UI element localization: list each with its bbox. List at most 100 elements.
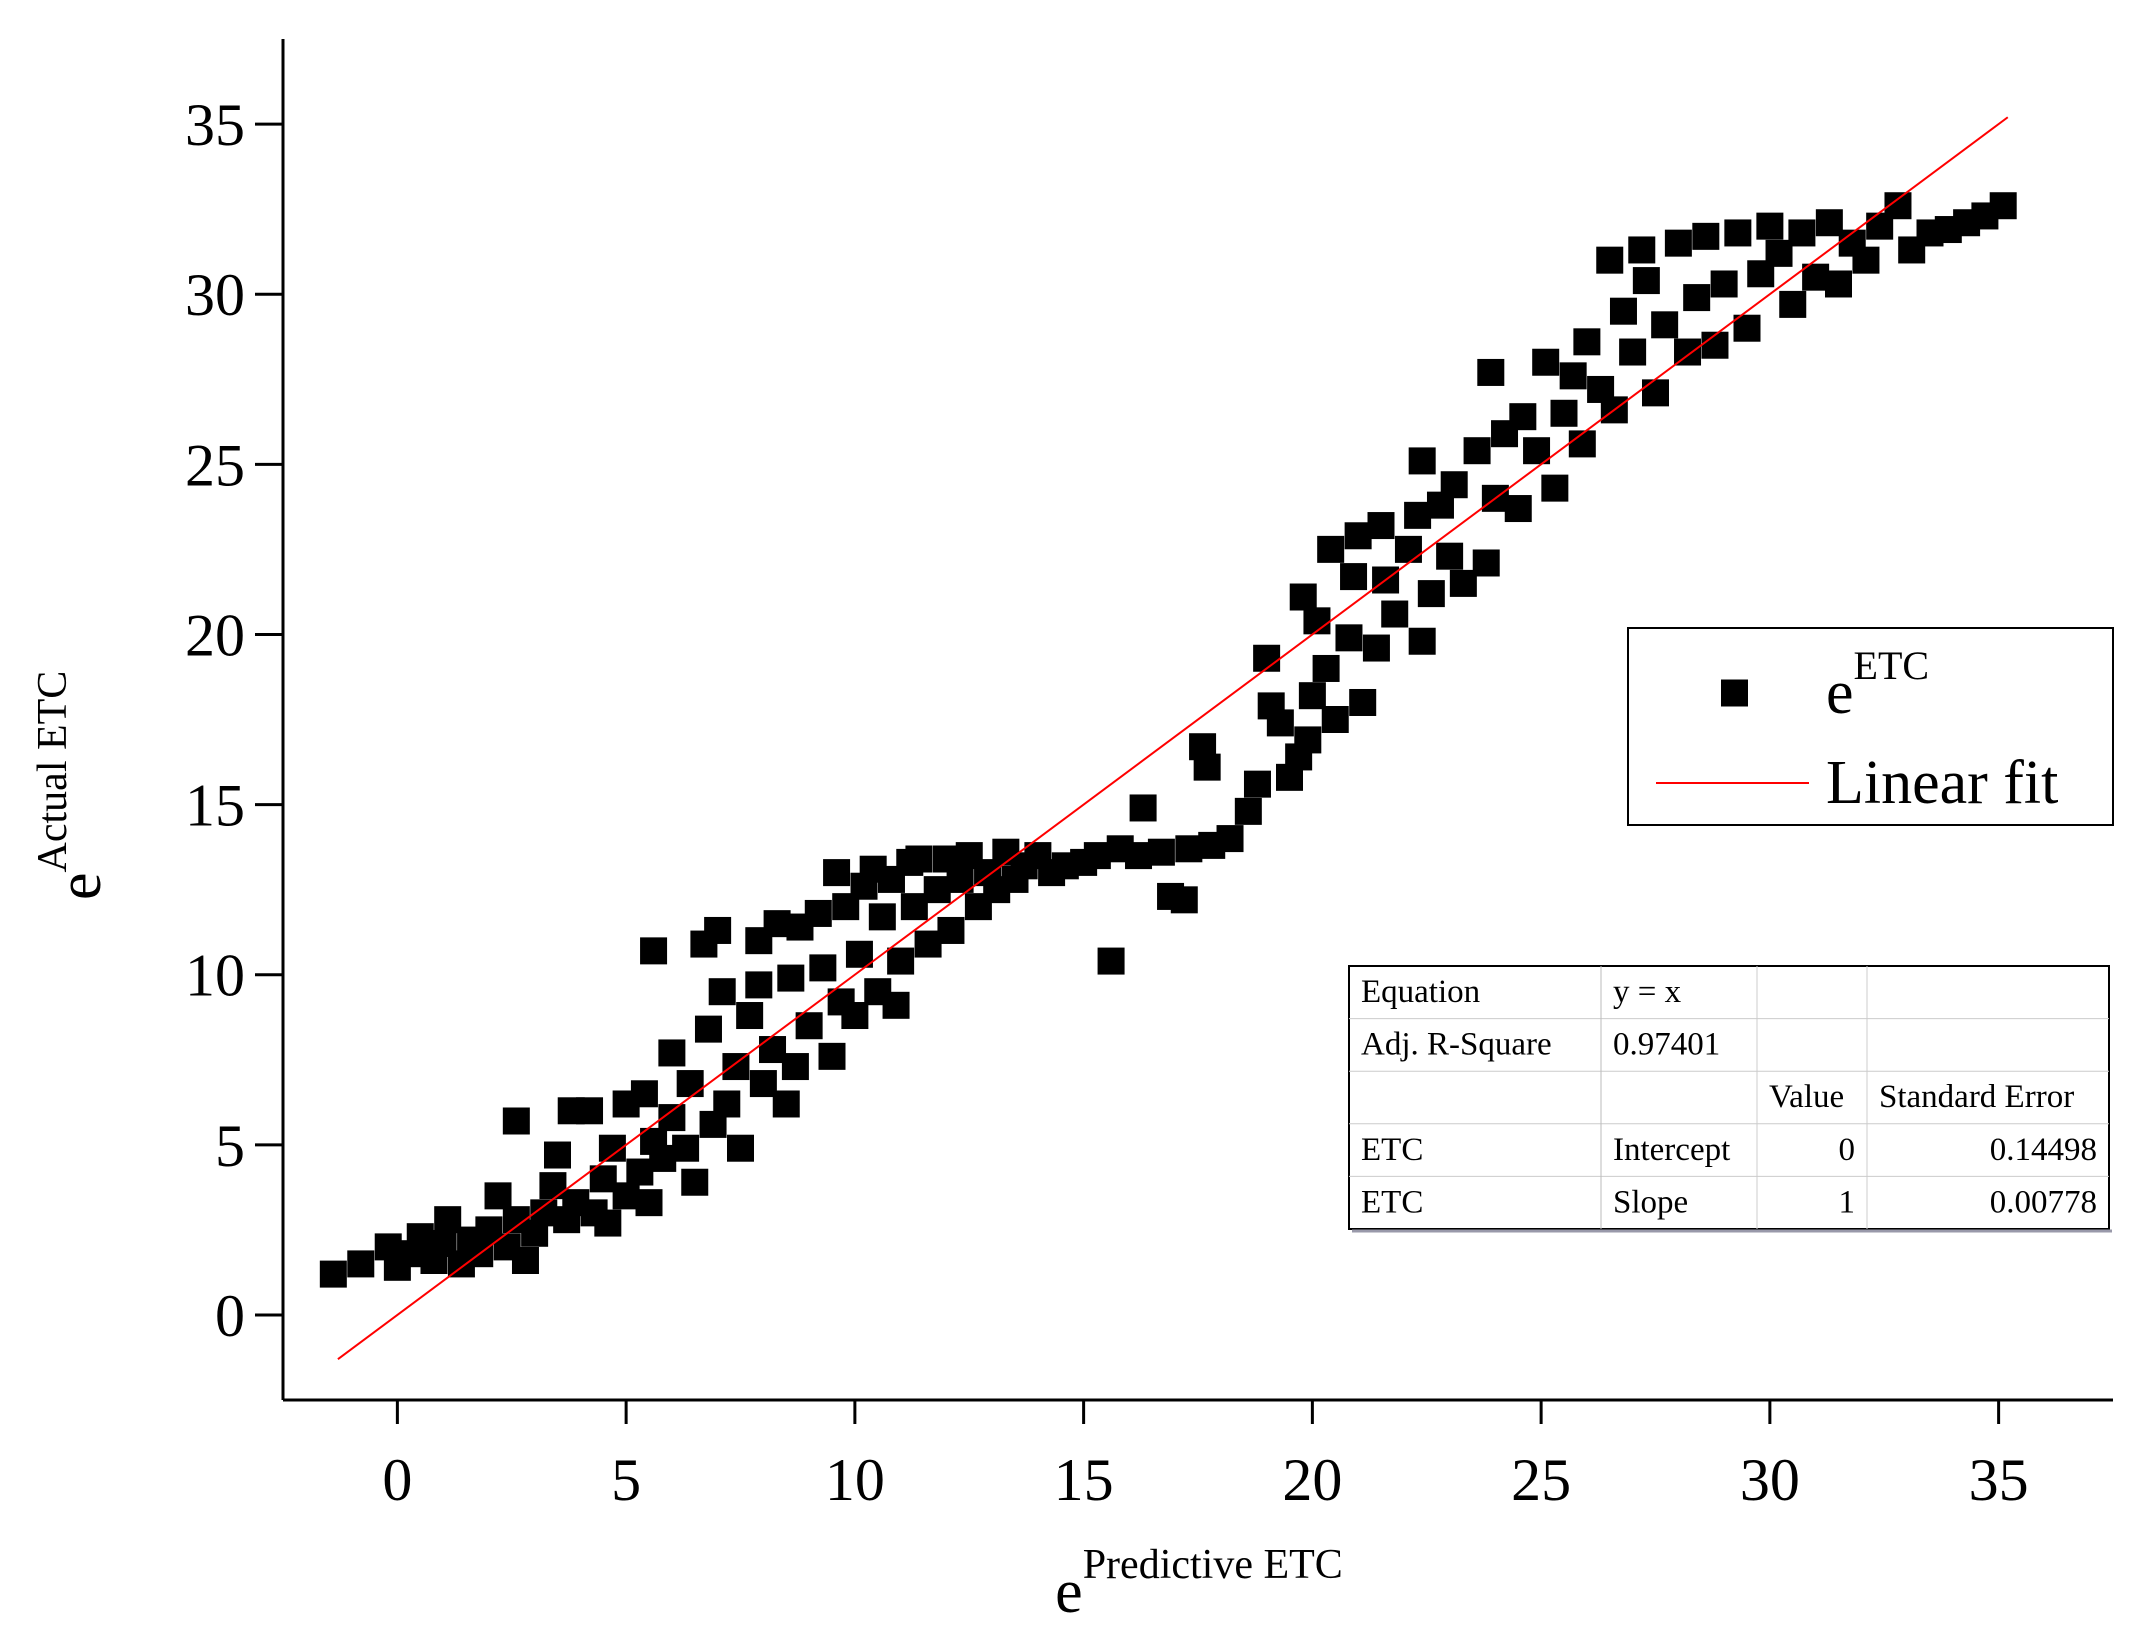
scatter-point (1642, 379, 1669, 407)
scatter-point (626, 1158, 654, 1186)
scatter-point (1733, 314, 1761, 342)
scatter-point (1367, 512, 1395, 540)
scatter-point (923, 876, 951, 904)
scatter-point (1243, 770, 1271, 798)
scatter-point (841, 1002, 869, 1030)
scatter-point (1216, 825, 1244, 853)
scatter-point (1083, 842, 1111, 870)
scatter-point (1532, 348, 1560, 376)
x-tick-label: 30 (1740, 1447, 1800, 1513)
legend-label-base: e (1826, 659, 1854, 727)
scatter-point (630, 1080, 658, 1108)
scatter-point (1404, 501, 1432, 529)
fit-line (337, 116, 2009, 1360)
table-cell: Equation (1361, 974, 1480, 1010)
y-tick-label: 20 (185, 602, 245, 668)
x-axis-title-base: e (1055, 1558, 1083, 1626)
scatter-point (823, 859, 851, 887)
x-axis-title-sup: Predictive ETC (1083, 1542, 1343, 1588)
scatter-point (708, 978, 736, 1006)
scatter-point (1408, 447, 1436, 475)
table-cell: Intercept (1613, 1132, 1730, 1168)
scatter-point (640, 937, 668, 965)
table-cell: Adj. R-Square (1361, 1027, 1552, 1063)
scatter-point (777, 964, 805, 992)
table-cell: 1 (1839, 1184, 1856, 1220)
scatter-point (1756, 212, 1784, 240)
scatter-point (818, 1042, 846, 1070)
scatter-point (1344, 522, 1372, 550)
scatter-point (1619, 338, 1647, 366)
scatter-point (1573, 328, 1601, 356)
scatter-point (1349, 688, 1377, 716)
scatter-point (1193, 753, 1221, 781)
y-axis-title-base: e (46, 872, 114, 900)
scatter-point (1298, 682, 1326, 710)
scatter-point (1683, 284, 1711, 312)
table-cell: 0.00778 (1990, 1184, 2097, 1220)
table-cell: y = x (1613, 974, 1682, 1010)
scatter-point (1664, 229, 1692, 257)
scatter-point (759, 1036, 787, 1064)
scatter-point (1321, 706, 1349, 733)
scatter-point (694, 1015, 722, 1043)
scatter-point (804, 899, 832, 927)
scatter-point (406, 1223, 434, 1251)
scatter-point (347, 1250, 375, 1278)
scatter-point (1449, 569, 1477, 597)
scatter-point (1381, 600, 1409, 628)
scatter-point (681, 1168, 709, 1196)
scatter-point (1312, 654, 1340, 682)
scatter-point (1463, 437, 1491, 465)
scatter-point (502, 1107, 530, 1135)
scatter-point (649, 1144, 677, 1172)
y-tick-label: 0 (215, 1283, 245, 1349)
x-tick-label: 10 (825, 1447, 885, 1513)
scatter-point (1609, 297, 1637, 325)
scatter-point (1340, 563, 1368, 591)
scatter-point (1550, 399, 1578, 427)
scatter-point (1724, 219, 1752, 247)
scatter-point (1097, 947, 1125, 975)
scatter-point (809, 954, 837, 982)
table-cell: ETC (1361, 1184, 1423, 1220)
legend-box (1627, 627, 2114, 826)
table-cell: Standard Error (1879, 1079, 2074, 1115)
x-tick-label: 5 (611, 1447, 641, 1513)
legend-label: eETC (1826, 643, 1929, 727)
scatter-point (745, 971, 773, 999)
y-tick-label: 25 (185, 432, 245, 498)
scatter-point (1559, 362, 1587, 390)
y-axis-title-sup: Actual ETC (30, 671, 76, 873)
scatter-point (795, 1012, 823, 1040)
scatter-point (1825, 270, 1852, 298)
scatter-point (589, 1165, 617, 1193)
scatter-point (704, 916, 732, 944)
legend-label-sup: ETC (1854, 643, 1930, 688)
scatter-point (658, 1039, 686, 1067)
x-tick-label: 0 (382, 1447, 412, 1513)
scatter-point (905, 845, 933, 873)
scatter-point (1362, 634, 1390, 662)
scatter-point (576, 1097, 604, 1125)
scatter-point (1477, 358, 1505, 386)
y-axis-title-text: eActual ETC (30, 671, 114, 900)
table-cell: 0.14498 (1990, 1132, 2097, 1168)
scatter-point (434, 1206, 462, 1234)
scatter-point (1394, 535, 1422, 563)
scatter-point (1266, 709, 1294, 737)
scatter-point (713, 1090, 741, 1118)
scatter-point (1509, 403, 1537, 431)
scatter-point (1989, 192, 2017, 220)
scatter-point (845, 940, 873, 968)
scatter-point (539, 1172, 567, 1200)
scatter-point (736, 1002, 764, 1030)
scatter-point (914, 930, 942, 958)
table-cell: 0 (1839, 1132, 1856, 1168)
legend-marker (1721, 679, 1748, 707)
y-axis-title: eActual ETC (30, 671, 114, 900)
scatter-point (1692, 222, 1720, 250)
table-cell: 0.97401 (1613, 1027, 1720, 1063)
scatter-point (1175, 835, 1203, 863)
scatter-point (937, 916, 965, 944)
